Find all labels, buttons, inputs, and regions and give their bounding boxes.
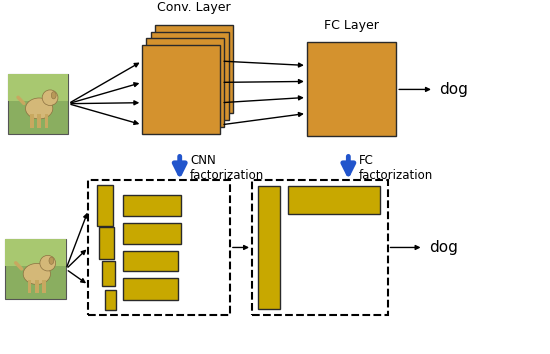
- Text: dog: dog: [429, 240, 458, 255]
- Bar: [104, 290, 116, 310]
- FancyArrowPatch shape: [16, 263, 21, 269]
- Bar: [151, 32, 229, 120]
- Text: FC Layer: FC Layer: [324, 19, 379, 32]
- Bar: [123, 278, 178, 300]
- Bar: [97, 185, 113, 226]
- Bar: [28, 280, 31, 293]
- Bar: [89, 181, 230, 314]
- Bar: [30, 114, 34, 128]
- Ellipse shape: [25, 98, 53, 119]
- Bar: [6, 239, 66, 266]
- Ellipse shape: [51, 92, 56, 99]
- Bar: [37, 114, 41, 128]
- Bar: [6, 239, 66, 299]
- Bar: [123, 223, 181, 244]
- Text: FC
factorization: FC factorization: [359, 154, 433, 182]
- Bar: [45, 114, 48, 128]
- Bar: [142, 45, 220, 134]
- Bar: [123, 195, 181, 216]
- Bar: [42, 280, 46, 293]
- Ellipse shape: [23, 263, 51, 284]
- Bar: [146, 38, 224, 127]
- Bar: [102, 261, 115, 286]
- Bar: [288, 186, 380, 213]
- Bar: [123, 251, 178, 271]
- Text: CNN
factorization: CNN factorization: [190, 154, 265, 182]
- Bar: [35, 280, 39, 293]
- Bar: [8, 74, 68, 101]
- Bar: [8, 74, 68, 134]
- Bar: [307, 42, 396, 137]
- FancyArrowPatch shape: [18, 97, 24, 103]
- Bar: [252, 181, 388, 314]
- Circle shape: [42, 90, 58, 105]
- Bar: [258, 186, 279, 309]
- Bar: [155, 25, 233, 113]
- Bar: [100, 227, 114, 258]
- Circle shape: [40, 255, 56, 271]
- Ellipse shape: [49, 257, 54, 264]
- Text: dog: dog: [439, 82, 469, 97]
- Text: Conv. Layer: Conv. Layer: [157, 1, 230, 15]
